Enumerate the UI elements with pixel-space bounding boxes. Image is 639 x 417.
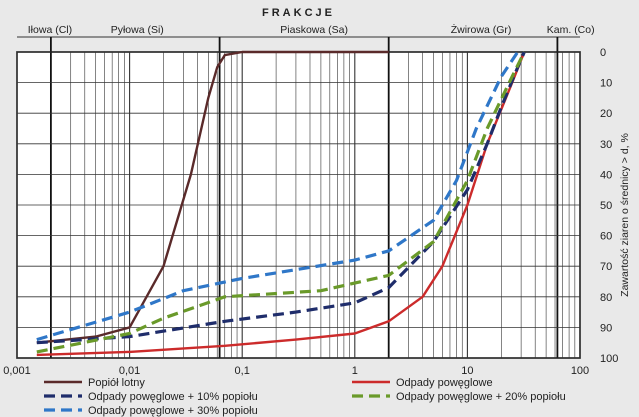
series-line bbox=[36, 51, 526, 354]
y-tick-label: 100 bbox=[600, 353, 618, 365]
x-tick-label: 10 bbox=[461, 365, 473, 377]
x-tick-label: 100 bbox=[571, 365, 589, 377]
y-tick-label: 20 bbox=[600, 108, 612, 120]
fraction-label: Pyłowa (Si) bbox=[111, 24, 164, 36]
y-tick-label: 50 bbox=[600, 200, 612, 212]
series-line bbox=[36, 50, 389, 344]
chart-title: FRAKCJE bbox=[262, 7, 335, 19]
y-tick-label: 10 bbox=[600, 78, 612, 90]
y-tick-label: 80 bbox=[600, 292, 612, 304]
y-tick-label: 60 bbox=[600, 231, 612, 243]
y-axis-label: Zawartość ziaren o średnicy > d, % bbox=[619, 133, 631, 297]
y-tick-label: 40 bbox=[600, 169, 612, 181]
legend-label: Popiół lotny bbox=[88, 377, 145, 389]
legend-label: Odpady powęglowe + 10% popiołu bbox=[88, 391, 258, 403]
legend-label: Odpady powęglowe + 30% popiołu bbox=[88, 405, 258, 417]
fraction-label: Iłowa (Cl) bbox=[28, 24, 72, 36]
y-tick-label: 70 bbox=[600, 261, 612, 273]
x-tick-label: 0,01 bbox=[119, 365, 140, 377]
fraction-label: Kam. (Co) bbox=[547, 24, 595, 36]
y-tick-label: 30 bbox=[600, 139, 612, 151]
x-tick-label: 0,1 bbox=[235, 365, 250, 377]
fraction-label: Piaskowa (Sa) bbox=[280, 24, 348, 36]
x-tick-label: 1 bbox=[352, 365, 358, 377]
series-line bbox=[36, 51, 526, 345]
legend-label: Odpady powęglowe + 20% popiołu bbox=[396, 391, 566, 403]
y-tick-label: 0 bbox=[600, 47, 606, 59]
legend-label: Odpady powęglowe bbox=[396, 377, 493, 389]
y-tick-label: 90 bbox=[600, 322, 612, 334]
series-line bbox=[36, 51, 520, 342]
x-tick-label: 0,001 bbox=[3, 365, 31, 377]
fraction-label: Żwirowa (Gr) bbox=[451, 23, 512, 36]
